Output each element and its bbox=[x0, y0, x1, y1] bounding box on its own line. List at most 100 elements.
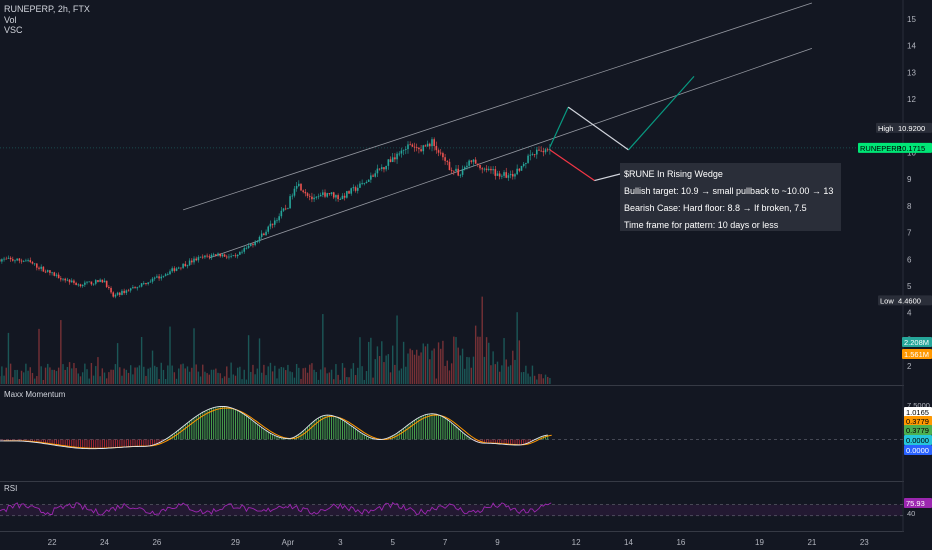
annotation-line-bullish: Bullish target: 10.9 → small pullback to… bbox=[624, 186, 834, 196]
candle-body bbox=[232, 255, 235, 257]
volume-bar bbox=[420, 352, 422, 384]
volume-bar bbox=[112, 369, 114, 384]
candle-body bbox=[546, 149, 549, 151]
volume-bar bbox=[182, 363, 184, 384]
volume-bar bbox=[23, 372, 25, 384]
candle-body bbox=[252, 244, 254, 246]
volume-bar bbox=[392, 345, 394, 384]
volume-bar bbox=[55, 371, 58, 384]
candle-body bbox=[143, 282, 145, 284]
volume-bar bbox=[184, 368, 186, 384]
candle-body bbox=[167, 274, 169, 275]
candle-body bbox=[420, 149, 422, 152]
volume-bar bbox=[236, 367, 239, 384]
momentum-badge-bg bbox=[904, 425, 932, 435]
volume-bar bbox=[477, 336, 479, 384]
volume-bar bbox=[271, 371, 274, 384]
candle-body bbox=[116, 292, 119, 295]
candle-body bbox=[346, 191, 348, 198]
volume-bar bbox=[533, 375, 536, 384]
candle-body bbox=[413, 146, 416, 148]
candle-body bbox=[110, 288, 112, 293]
volume-bar bbox=[498, 371, 501, 384]
volume-bar bbox=[306, 372, 309, 384]
candle-body bbox=[527, 155, 529, 163]
candle-body bbox=[354, 187, 357, 191]
volume-bar bbox=[267, 366, 269, 384]
candle-body bbox=[193, 258, 195, 263]
annotation-box[interactable]: $RUNE In Rising Wedge Bullish target: 10… bbox=[620, 163, 841, 231]
candle-body bbox=[225, 256, 228, 258]
volume-bar bbox=[193, 328, 195, 384]
candle-body bbox=[197, 257, 200, 261]
volume-bar bbox=[387, 354, 390, 384]
volume-bar bbox=[27, 370, 29, 384]
volume-bar bbox=[68, 362, 71, 384]
volume-bar bbox=[326, 373, 328, 384]
time-tick: 24 bbox=[100, 538, 109, 547]
volume-bar bbox=[422, 343, 424, 384]
candle-body bbox=[418, 147, 420, 150]
candle-body bbox=[184, 263, 187, 267]
momentum-badge: 1.0165 bbox=[906, 408, 929, 417]
candle-body bbox=[158, 276, 160, 279]
candle-body bbox=[36, 263, 38, 268]
candle-body bbox=[468, 160, 470, 166]
candle-body bbox=[311, 196, 313, 200]
candle-body bbox=[317, 196, 320, 198]
candle-body bbox=[228, 256, 230, 258]
candle-body bbox=[322, 192, 324, 195]
candle-body bbox=[385, 165, 387, 170]
volume-bar bbox=[173, 372, 176, 384]
volume-bar bbox=[461, 348, 464, 384]
candle-body bbox=[339, 199, 342, 200]
candle-body bbox=[64, 278, 66, 281]
volume-bar bbox=[171, 365, 173, 384]
candle-body bbox=[394, 157, 396, 160]
candle-body bbox=[51, 272, 53, 274]
volume-bar bbox=[7, 332, 10, 384]
volume-bar bbox=[108, 372, 110, 384]
candle-body bbox=[70, 280, 73, 283]
volume-bar bbox=[442, 340, 444, 384]
volume-bar bbox=[400, 368, 403, 384]
high-badge-value: 10.9200 bbox=[898, 124, 925, 133]
candle-body bbox=[498, 173, 501, 177]
candle-body bbox=[437, 150, 440, 153]
candle-body bbox=[42, 266, 45, 272]
volume-bar bbox=[330, 369, 333, 384]
candle-body bbox=[171, 268, 173, 272]
vol-label[interactable]: Vol bbox=[4, 15, 17, 25]
candle-body bbox=[319, 194, 322, 197]
candle-body bbox=[62, 278, 64, 280]
volume-bar bbox=[542, 378, 545, 384]
vsc-label[interactable]: VSC bbox=[4, 25, 23, 35]
candle-body bbox=[470, 160, 473, 162]
candle-body bbox=[431, 139, 433, 147]
candle-body bbox=[149, 281, 152, 283]
volume-bar bbox=[119, 367, 121, 384]
time-tick: 26 bbox=[152, 538, 161, 547]
candle-body bbox=[453, 170, 455, 172]
candle-body bbox=[94, 280, 97, 284]
candle-body bbox=[429, 143, 431, 147]
volume-bar bbox=[540, 374, 542, 384]
candle-body bbox=[84, 282, 86, 285]
candle-body bbox=[49, 270, 51, 273]
candle-body bbox=[477, 163, 479, 165]
candle-body bbox=[77, 284, 80, 286]
volume-bar bbox=[361, 366, 363, 384]
candle-body bbox=[132, 287, 134, 289]
volume-bar bbox=[289, 371, 291, 384]
candle-body bbox=[533, 154, 536, 156]
candle-body bbox=[208, 256, 211, 258]
volume-bar bbox=[381, 341, 383, 384]
volume-bar bbox=[261, 372, 263, 384]
rsi-badge-bg bbox=[904, 497, 932, 508]
candle-body bbox=[234, 255, 237, 257]
candle-body bbox=[18, 258, 21, 261]
volume-bar bbox=[204, 371, 206, 384]
symbol-line[interactable]: RUNEPERP, 2h, FTX bbox=[4, 4, 90, 14]
volume-bar bbox=[239, 366, 241, 384]
